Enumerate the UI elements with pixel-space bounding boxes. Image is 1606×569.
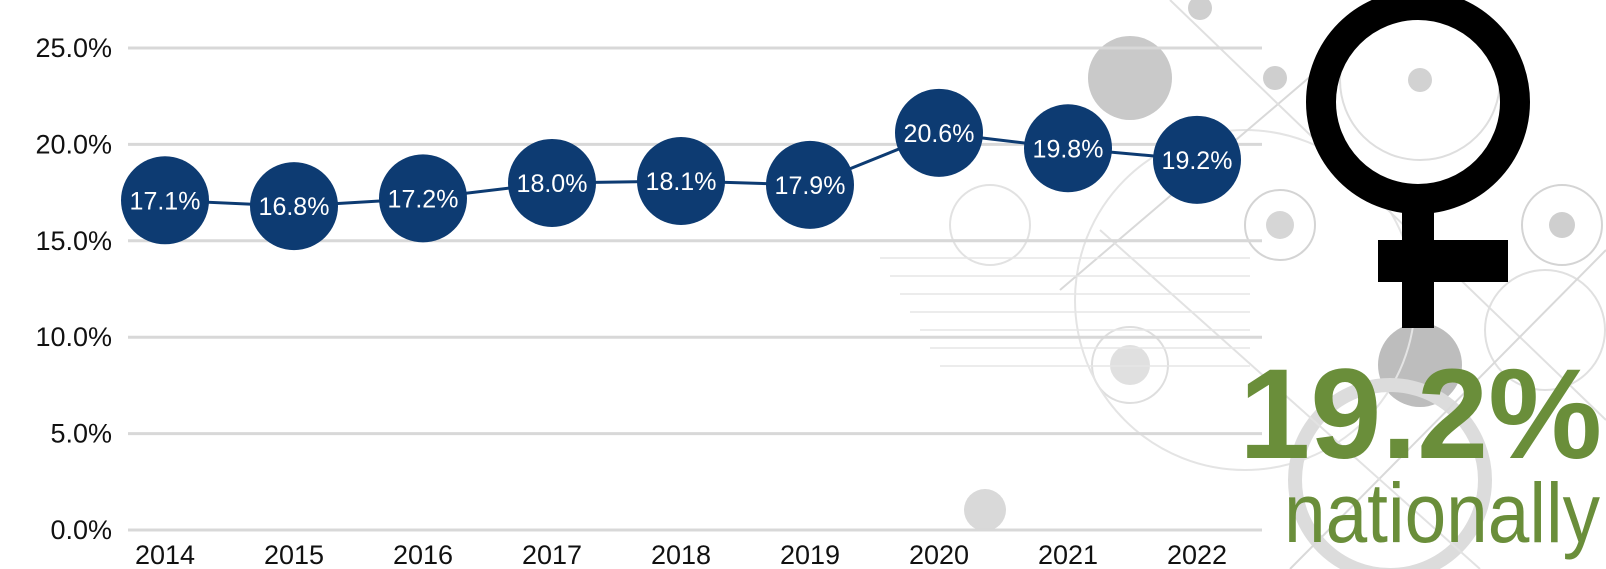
callout-value: 19.2% — [1239, 343, 1602, 486]
x-tick-label: 2015 — [264, 540, 324, 569]
data-point-label: 20.6% — [904, 120, 975, 148]
data-point — [250, 162, 338, 251]
data-point — [766, 140, 854, 229]
data-markers: 17.1% 16.8% 17.2% 18.0% 18.1% 17.9% 20.6% 19.8%… — [121, 88, 1241, 251]
data-point — [637, 137, 725, 226]
female-symbol-icon — [1306, 0, 1530, 328]
data-point — [508, 138, 596, 227]
y-tick-label: 5.0% — [50, 419, 112, 449]
x-tick-label: 2017 — [522, 540, 582, 569]
callout-text: nationally — [1284, 466, 1600, 560]
x-tick-label: 2016 — [393, 540, 453, 569]
data-point-label: 19.8% — [1033, 135, 1104, 163]
y-tick-label: 20.0% — [35, 129, 112, 159]
data-point-label: 18.0% — [517, 170, 588, 198]
x-tick-label: 2014 — [135, 540, 195, 569]
data-point-label: 17.1% — [130, 187, 201, 215]
y-tick-label: 25.0% — [35, 33, 112, 63]
y-tick-label: 15.0% — [35, 226, 112, 256]
x-axis-tick-labels: 2014 2015 2016 2017 2018 2019 2020 2021 2022 — [135, 540, 1227, 569]
data-point-label: 16.8% — [259, 193, 330, 221]
data-point-label: 18.1% — [646, 168, 717, 196]
data-point-label: 17.9% — [775, 172, 846, 200]
data-point — [121, 156, 209, 245]
y-tick-label: 0.0% — [50, 515, 112, 545]
x-tick-label: 2022 — [1167, 540, 1227, 569]
data-point — [379, 154, 467, 243]
data-point-label: 17.2% — [388, 185, 459, 213]
data-point-label: 19.2% — [1162, 147, 1233, 175]
x-tick-label: 2019 — [780, 540, 840, 569]
y-axis-tick-labels: 0.0% 5.0% 10.0% 15.0% 20.0% 25.0% — [35, 33, 112, 545]
data-point — [895, 88, 983, 177]
data-point — [1153, 115, 1241, 204]
x-tick-label: 2020 — [909, 540, 969, 569]
y-tick-label: 10.0% — [35, 322, 112, 352]
data-point — [1024, 104, 1112, 193]
x-tick-label: 2018 — [651, 540, 711, 569]
x-tick-label: 2021 — [1038, 540, 1098, 569]
